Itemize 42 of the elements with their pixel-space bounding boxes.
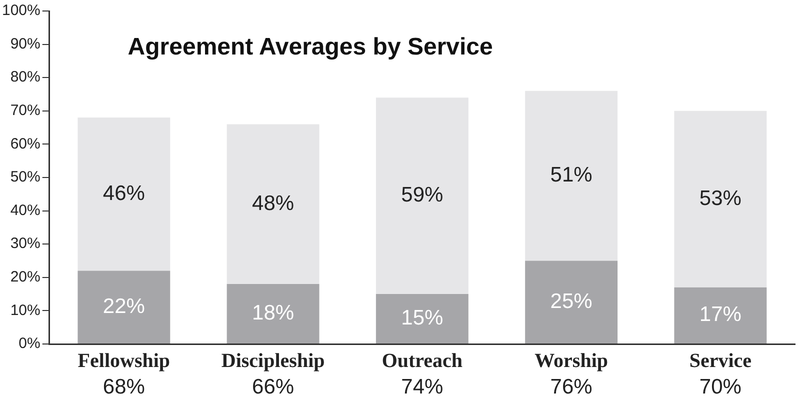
x-tick-label: Outreach <box>382 350 463 372</box>
data-label: 22% <box>102 294 145 318</box>
y-tick-label: 90% <box>10 35 40 52</box>
bar <box>78 118 170 271</box>
data-label: 59% <box>401 184 444 207</box>
y-tick-label: 40% <box>10 202 40 219</box>
bar <box>376 98 468 294</box>
y-tick-label: 80% <box>10 68 40 86</box>
y-tick-label: 50% <box>10 168 40 186</box>
y-tick-label: 20% <box>10 268 40 286</box>
bar <box>226 284 320 344</box>
y-tick-label: 30% <box>10 235 40 252</box>
total-label: 76% <box>550 375 592 398</box>
y-tick-label: 100% <box>2 2 40 20</box>
y-tick-label: 70% <box>10 102 40 120</box>
x-tick-label: Worship <box>534 350 608 372</box>
total-label: 68% <box>102 375 145 398</box>
bar <box>525 90 618 261</box>
bar <box>226 124 320 284</box>
data-label: 15% <box>401 306 444 330</box>
bar <box>78 270 170 344</box>
bar <box>674 287 767 344</box>
total-label: 66% <box>252 375 294 398</box>
y-tick-label: 0% <box>18 335 40 352</box>
data-label: 18% <box>252 302 294 325</box>
data-label: 48% <box>252 192 294 215</box>
data-label: 53% <box>699 186 742 210</box>
total-label: 74% <box>401 375 444 398</box>
data-label: 17% <box>699 303 742 326</box>
x-tick-label: Discipleship <box>221 350 325 372</box>
x-tick-label: Fellowship <box>78 350 170 372</box>
data-label: 51% <box>550 164 592 187</box>
bar <box>525 260 618 344</box>
y-tick-label: 10% <box>10 302 40 319</box>
y-tick-label: 60% <box>10 135 40 152</box>
data-label: 46% <box>102 182 145 205</box>
data-label: 25% <box>550 290 592 313</box>
x-tick-label: Service <box>689 350 752 372</box>
bar <box>376 294 468 344</box>
text: Agreement Averages by Service <box>128 33 493 60</box>
total-label: 70% <box>699 375 742 398</box>
bar <box>674 110 767 288</box>
